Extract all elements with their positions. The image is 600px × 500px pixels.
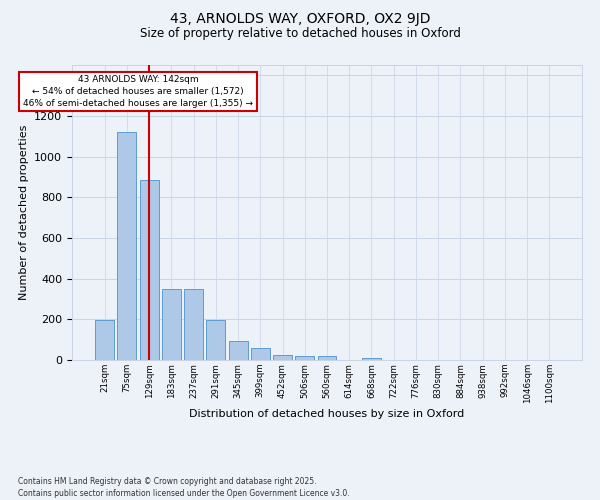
- Bar: [362, 358, 381, 360]
- Bar: [229, 340, 248, 360]
- Bar: [317, 356, 337, 360]
- Text: 43 ARNOLDS WAY: 142sqm
← 54% of detached houses are smaller (1,572)
46% of semi-: 43 ARNOLDS WAY: 142sqm ← 54% of detached…: [23, 75, 253, 108]
- Bar: [273, 355, 292, 360]
- X-axis label: Distribution of detached houses by size in Oxford: Distribution of detached houses by size …: [190, 408, 464, 418]
- Bar: [140, 180, 158, 360]
- Bar: [295, 356, 314, 360]
- Bar: [184, 289, 203, 360]
- Text: Contains HM Land Registry data © Crown copyright and database right 2025.
Contai: Contains HM Land Registry data © Crown c…: [18, 476, 350, 498]
- Bar: [118, 132, 136, 360]
- Bar: [95, 320, 114, 360]
- Y-axis label: Number of detached properties: Number of detached properties: [19, 125, 29, 300]
- Text: 43, ARNOLDS WAY, OXFORD, OX2 9JD: 43, ARNOLDS WAY, OXFORD, OX2 9JD: [170, 12, 430, 26]
- Bar: [162, 289, 181, 360]
- Text: Size of property relative to detached houses in Oxford: Size of property relative to detached ho…: [140, 28, 460, 40]
- Bar: [206, 320, 225, 360]
- Bar: [251, 348, 270, 360]
